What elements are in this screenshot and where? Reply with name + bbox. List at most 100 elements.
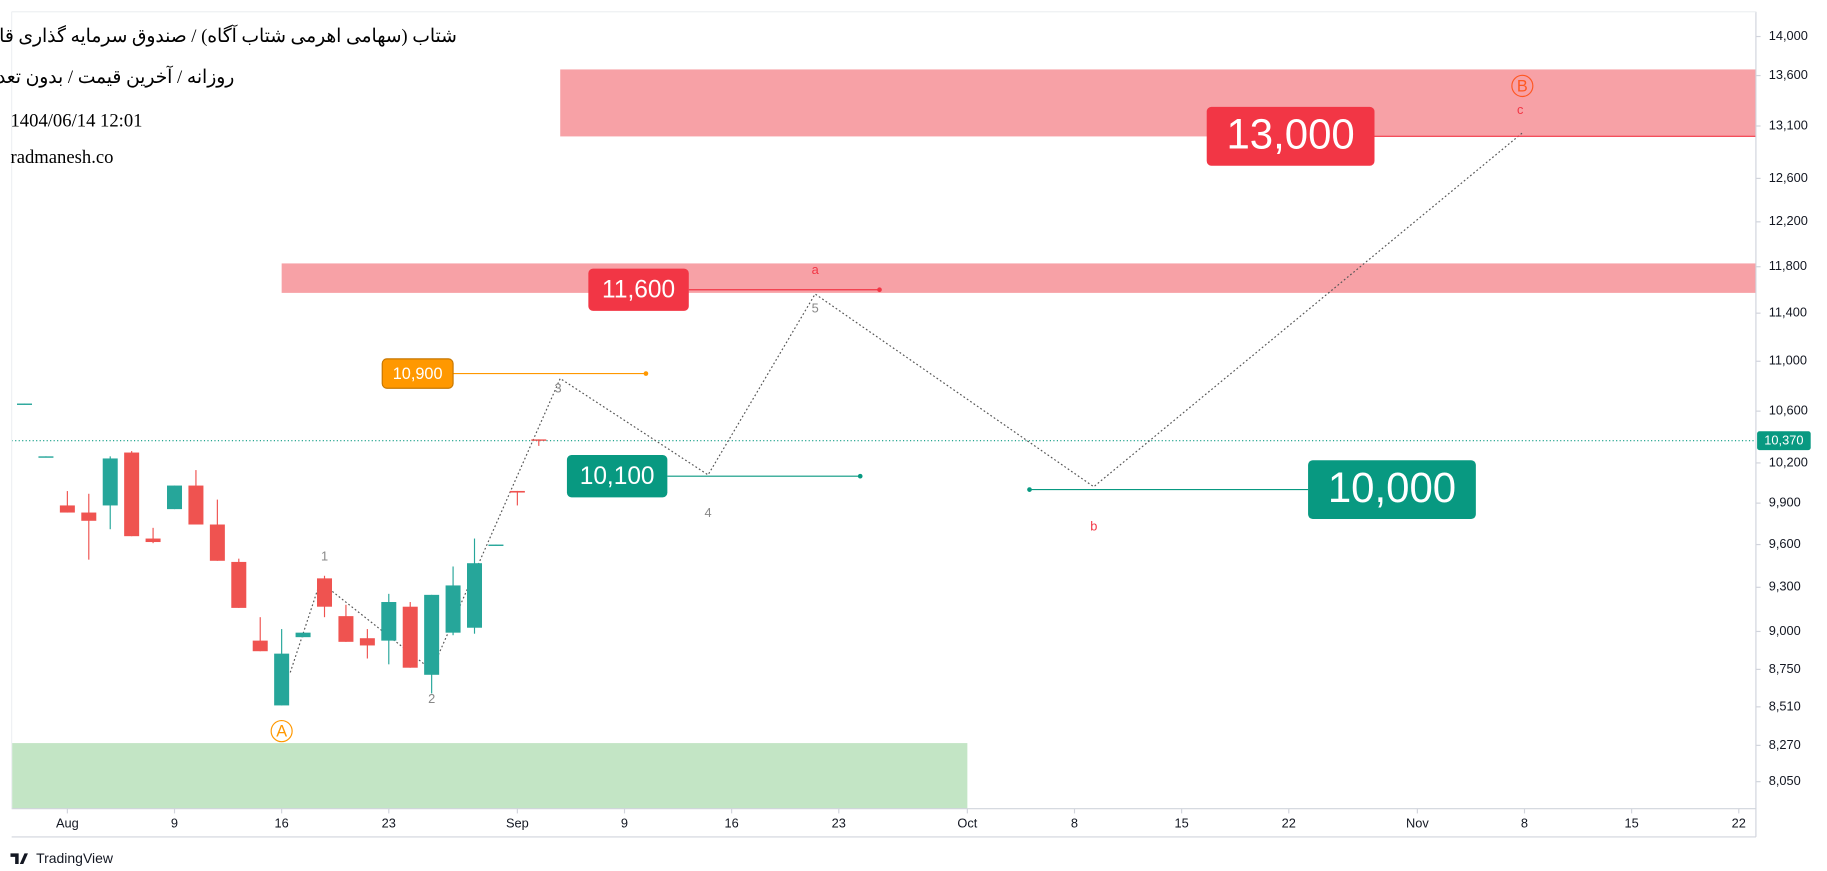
x-tick-label: 15 — [1625, 815, 1639, 830]
x-tick-label: 22 — [1732, 815, 1746, 830]
level-label-box — [566, 455, 668, 498]
y-tick-label: 11,400 — [1769, 305, 1807, 320]
y-tick-label: 9,600 — [1769, 536, 1801, 551]
level-label-box — [1308, 460, 1476, 519]
wave-label: b — [1090, 518, 1097, 533]
x-tick-label: Sep — [506, 815, 529, 830]
candle-body — [295, 632, 311, 638]
zone — [281, 263, 1756, 293]
y-tick-label: 13,600 — [1769, 67, 1808, 82]
zones — [11, 69, 1756, 809]
x-tick-label: 9 — [621, 815, 628, 830]
last-price-box — [1757, 431, 1811, 451]
wave-label-circle — [270, 719, 293, 743]
wave-path — [289, 132, 1523, 673]
x-tick-label: 8 — [1071, 815, 1078, 830]
candle-body — [274, 653, 290, 706]
candle-body — [531, 439, 547, 441]
level-label: 13,000 — [1226, 111, 1354, 158]
chart-subtitle: روزانه / آخرین قیمت / بدون تعدیل — [0, 65, 234, 88]
wave-label: 3 — [555, 381, 562, 396]
candle-body — [402, 606, 418, 668]
candle-body — [359, 638, 375, 646]
level-label-box — [1206, 106, 1375, 166]
wave-label: 5 — [812, 301, 819, 316]
branding-logo — [10, 853, 28, 864]
level-dot — [877, 287, 882, 293]
wave-label: B — [1517, 77, 1528, 95]
candle-body — [188, 485, 204, 525]
candle-body — [488, 544, 504, 546]
candle-body — [167, 485, 183, 510]
x-tick-label: 8 — [1521, 815, 1528, 830]
y-tick-label: 9,000 — [1769, 623, 1801, 638]
candle-body — [81, 512, 97, 521]
level-label: 10,900 — [393, 365, 443, 383]
y-tick-label: 12,600 — [1769, 170, 1808, 185]
candle-body — [338, 616, 354, 642]
level-label-box — [381, 358, 454, 389]
zone — [560, 69, 1756, 137]
candle-body — [124, 452, 140, 537]
level-dot — [1027, 487, 1032, 492]
x-tick-label: Nov — [1406, 815, 1429, 830]
candle-body — [509, 490, 525, 493]
y-tick-label: 10,200 — [1769, 454, 1808, 469]
candle-body — [381, 602, 397, 641]
y-tick-label: 10,600 — [1769, 403, 1808, 418]
chart-title: شتاب (سهامی اهرمی شتاب آگاه) / صندوق سرم… — [0, 24, 457, 47]
candle-body — [38, 456, 54, 458]
y-tick-label: 13,100 — [1769, 117, 1808, 132]
zone — [11, 743, 968, 809]
wave-label: 4 — [705, 505, 712, 520]
level-dot — [643, 371, 649, 376]
y-tick-label: 8,510 — [1769, 698, 1801, 713]
x-tick-label: Oct — [957, 815, 977, 830]
level-label-box — [588, 268, 689, 311]
x-tick-label: 16 — [725, 815, 739, 830]
x-tick-label: 15 — [1175, 815, 1189, 830]
wave-label: c — [1517, 102, 1524, 117]
candle-body — [252, 640, 268, 652]
x-tick-label: Aug — [56, 815, 79, 830]
y-tick-label: 8,050 — [1769, 773, 1801, 788]
candle-body — [231, 561, 247, 608]
candle-body — [17, 403, 33, 405]
x-tick-label: 9 — [171, 815, 178, 830]
level-dot — [857, 473, 863, 479]
wave-label: A — [276, 723, 287, 741]
level-label: 10,000 — [1328, 464, 1456, 511]
source: radmanesh.co — [10, 147, 113, 168]
level-label: 11,600 — [602, 276, 675, 303]
x-tick-label: 23 — [832, 815, 846, 830]
y-tick-label: 11,000 — [1769, 353, 1807, 368]
candle-body — [424, 594, 440, 675]
wave-label-circle — [1511, 74, 1534, 98]
candle-body — [102, 458, 118, 506]
y-tick-label: 8,270 — [1769, 737, 1801, 752]
branding: TradingView — [36, 850, 114, 866]
candle-body — [145, 538, 161, 543]
wave-label: a — [812, 262, 820, 277]
candle-body — [317, 578, 333, 607]
plot: 13,000 11,600 10,900 10,100 10,000 1 2 3 4 5 a b c A B — [11, 74, 1756, 743]
y-tick-label: 11,800 — [1769, 258, 1807, 273]
y-tick-label: 9,300 — [1769, 579, 1801, 594]
level-label: 10,100 — [580, 463, 655, 490]
datetime: 1404/06/14 12:01 — [10, 110, 142, 131]
x-tick-label: 22 — [1282, 815, 1296, 830]
candle-body — [467, 563, 483, 628]
wave-label: 2 — [428, 691, 435, 706]
x-tick-label: 16 — [275, 815, 289, 830]
x-tick-label: 23 — [382, 815, 396, 830]
candle-body — [209, 524, 225, 561]
candle-body — [59, 505, 75, 513]
y-tick-label: 12,200 — [1769, 213, 1808, 228]
y-tick-label: 8,750 — [1769, 661, 1801, 676]
candle-body — [445, 585, 461, 633]
wave-label: 1 — [321, 549, 328, 564]
logo-mark — [10, 853, 28, 864]
